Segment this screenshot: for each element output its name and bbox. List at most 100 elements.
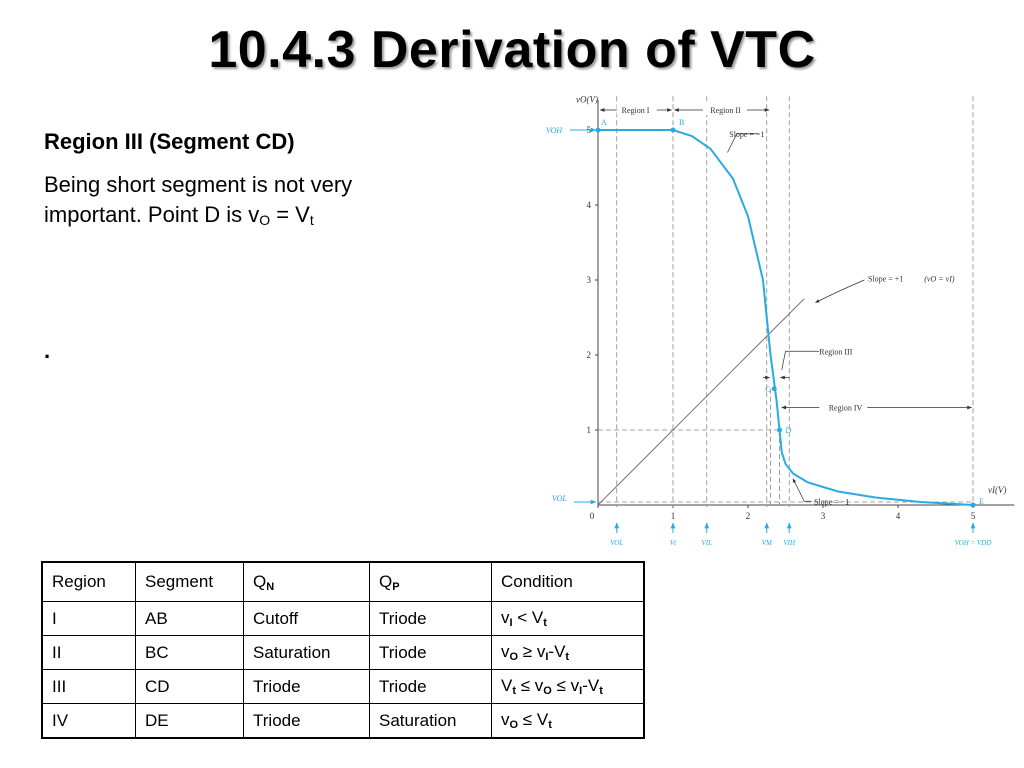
bottom-marker-label: VOH = VDD (955, 539, 992, 547)
condition-subscript: I (509, 617, 513, 629)
region3-leader (781, 350, 820, 371)
body-sub-t: t (309, 212, 314, 228)
condition-text: -V (582, 676, 600, 695)
table-cell: Triode (369, 601, 492, 636)
header-text: Segment (145, 572, 214, 591)
table-cell: Triode (369, 635, 492, 670)
bottom-marker-label: VIH (783, 539, 796, 547)
table-cell: BC (135, 635, 244, 670)
body-mid: = V (270, 202, 310, 227)
condition-text: V (501, 676, 513, 695)
table-cell: Triode (369, 669, 492, 704)
condition-subscript: O (543, 685, 552, 697)
table-cell: Saturation (369, 703, 492, 739)
region-heading: Region III (Segment CD) (44, 129, 295, 154)
vtc-curve (598, 129, 974, 506)
slope-plus-label: Slope = +1 (868, 275, 903, 284)
bottom-marker-label: Vt (670, 539, 677, 547)
body-text: Being short segment is not very importan… (44, 170, 484, 230)
table-header-cell: Condition (491, 561, 645, 602)
table-cell: AB (135, 601, 244, 636)
condition-cell: vI < Vt (491, 601, 645, 636)
body-sub-o: O (259, 212, 271, 228)
point-B (670, 127, 676, 133)
header-text: Region (52, 572, 106, 591)
region2-label: Region II (710, 106, 741, 115)
condition-text: ≥ v (518, 642, 546, 661)
x-tick-label: 1 (671, 511, 676, 521)
voh-label: VOH (546, 126, 563, 135)
table-cell: IV (41, 703, 136, 739)
header-text: Q (253, 571, 267, 591)
slope-bottom-leader (792, 478, 812, 502)
region3-label: Region III (819, 347, 852, 356)
x-tick-label: 5 (971, 511, 976, 521)
bottom-marker-label: VIL (702, 539, 713, 547)
body-line-2: important. Point D is v (44, 202, 260, 227)
y-tick-label: 2 (587, 350, 592, 360)
region4-label: Region IV (829, 404, 863, 413)
table-header-cell: Region (41, 561, 136, 602)
slope-top-leader (727, 133, 760, 153)
x-tick-label: 0 (590, 511, 595, 521)
table-cell: I (41, 601, 136, 636)
point-C (771, 386, 777, 392)
table-header-cell: Segment (135, 561, 244, 602)
condition-text: ≤ v (551, 676, 580, 695)
table-cell: Triode (243, 669, 370, 704)
condition-subscript: O (509, 719, 519, 731)
condition-text: ≤ v (516, 676, 544, 695)
condition-cell: vO ≥ vI-Vt (491, 635, 645, 670)
table-cell: Saturation (243, 635, 370, 670)
y-tick-label: 4 (587, 200, 592, 210)
condition-subscript: t (548, 719, 552, 731)
table-cell: Cutoff (243, 601, 370, 636)
table-header-cell: QN (243, 561, 370, 602)
table-row: IV DE Triode Saturation vO ≤ Vt (41, 703, 645, 739)
condition-text: ≤ V (518, 710, 549, 729)
table-cell: III (41, 669, 136, 704)
table-row: II BC Saturation Triode vO ≥ vI-Vt (41, 635, 645, 670)
header-subscript: P (392, 580, 400, 593)
x-tick-label: 4 (896, 511, 901, 521)
point-label: B (679, 118, 684, 127)
condition-subscript: O (509, 651, 519, 663)
header-subscript: N (266, 580, 275, 593)
point-label: E (979, 497, 984, 506)
slope-plus-leader (815, 279, 865, 303)
condition-subscript: I (579, 685, 583, 697)
condition-text: -V (548, 642, 566, 661)
y-tick-label: 1 (587, 425, 592, 435)
table-cell: DE (135, 703, 244, 739)
point-label: D (786, 426, 792, 435)
table-cell: CD (135, 669, 244, 704)
condition-subscript: t (543, 617, 547, 629)
condition-cell: vO ≤ Vt (491, 703, 645, 739)
x-tick-label: 2 (746, 511, 751, 521)
reference-line-slope-1 (597, 298, 805, 506)
condition-cell: Vt ≤ vO ≤ vI-Vt (491, 669, 645, 704)
condition-text: v (501, 642, 510, 661)
region2-label-bg (703, 103, 747, 115)
x-tick-label: 3 (821, 511, 826, 521)
table-row: I AB Cutoff Triode vI < Vt (41, 601, 645, 636)
point-A (595, 127, 601, 133)
region-table: Region Segment QN QP Condition I AB Cutoff Trio… (41, 561, 645, 739)
bottom-marker-label: VM (762, 539, 773, 547)
page-title: 10.4.3 Derivation of VTC (208, 21, 816, 79)
x-axis-label: vI(V) (988, 485, 1006, 495)
slope-plus-note: (vO = vI) (924, 275, 955, 284)
table-cell: II (41, 635, 136, 670)
bottom-marker-label: VOL (610, 539, 623, 547)
condition-subscript: t (599, 685, 603, 697)
y-axis-label: vO(V) (576, 95, 598, 105)
table-row: III CD Triode Triode Vt ≤ vO ≤ vI-Vt (41, 669, 645, 704)
bullet-dot: . (44, 338, 51, 363)
slope-top-label: Slope = −1 (729, 130, 764, 139)
condition-text: v (501, 608, 510, 627)
point-E (970, 502, 976, 508)
y-tick-label: 3 (587, 275, 592, 285)
point-D (777, 427, 782, 433)
condition-subscript: t (565, 651, 570, 663)
region1-label: Region I (622, 106, 650, 115)
